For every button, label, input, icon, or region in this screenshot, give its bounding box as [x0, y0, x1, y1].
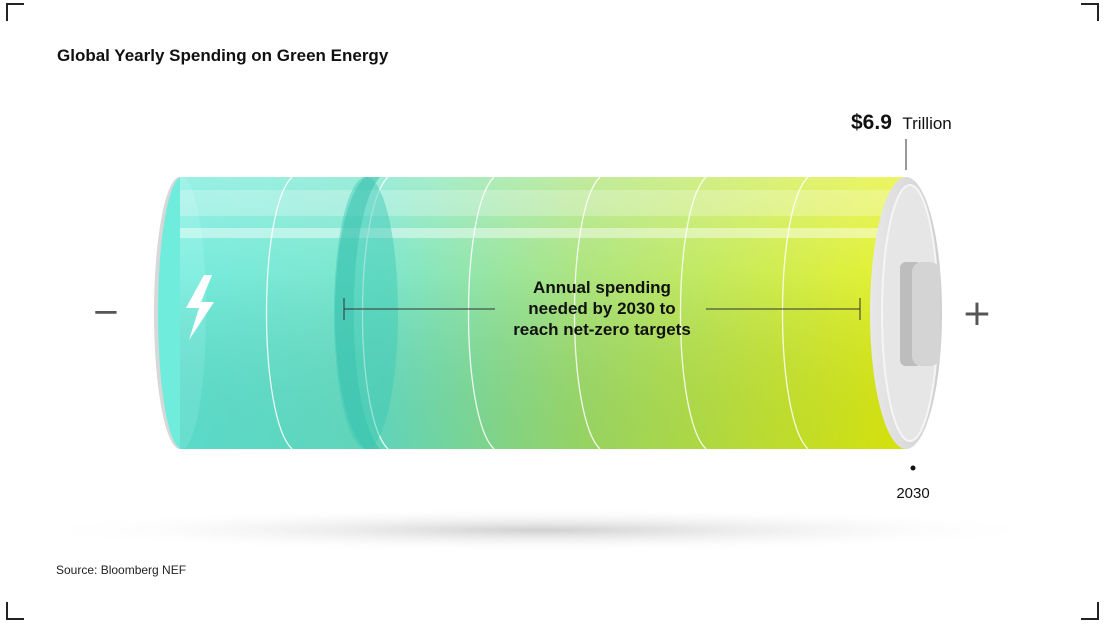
- value-amount: $6.9: [851, 111, 892, 134]
- frame-corner-bottom-left: [6, 602, 24, 620]
- battery-terminal: [912, 262, 940, 366]
- battery-shadow: [20, 508, 1060, 552]
- value-label: $6.9 Trillion: [851, 111, 952, 134]
- positive-terminal-symbol: +: [962, 293, 992, 334]
- battery-highlight: [180, 228, 908, 238]
- battery-body-shade: [180, 177, 908, 449]
- source-note: Source: Bloomberg NEF: [56, 563, 187, 577]
- frame-corner-top-right: [1081, 3, 1099, 21]
- battery-highlight-top: [180, 190, 908, 216]
- negative-terminal-symbol: −: [92, 292, 121, 332]
- annotation-line-2: needed by 2030 to: [528, 299, 675, 318]
- frame-corner-bottom-right: [1081, 602, 1099, 620]
- annotation-line-1: Annual spending: [533, 278, 671, 297]
- x-tick-marker: [910, 465, 916, 471]
- frame-corner-top-left: [6, 3, 24, 21]
- battery-rings: [265, 176, 809, 450]
- x-tick-label: 2030: [896, 485, 929, 502]
- lightning-bolt-icon: [186, 275, 214, 340]
- chart-title: Global Yearly Spending on Green Energy: [57, 46, 389, 65]
- battery-band-ring: [334, 177, 398, 449]
- annotation-bracket: [343, 298, 861, 320]
- value-unit: Trillion: [902, 114, 951, 133]
- annotation-line-3: reach net-zero targets: [513, 320, 691, 339]
- battery-band: [335, 177, 380, 449]
